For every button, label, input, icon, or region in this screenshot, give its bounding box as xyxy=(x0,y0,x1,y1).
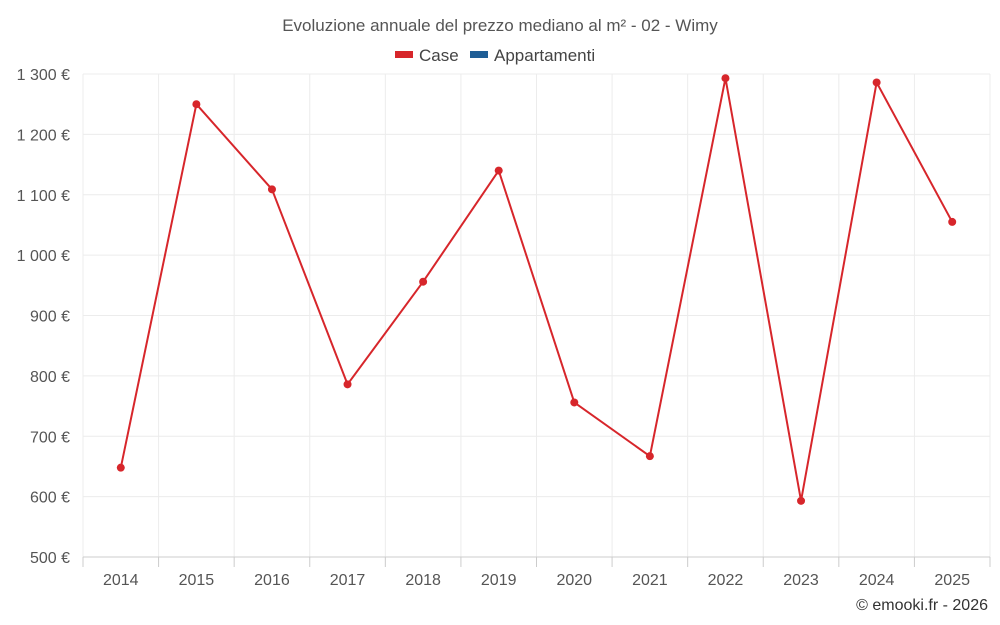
y-tick-label: 1 000 € xyxy=(17,248,70,265)
data-point-2017 xyxy=(343,380,352,389)
legend-item-case: Case xyxy=(395,46,459,65)
x-tick-label: 2024 xyxy=(859,572,895,589)
x-axis-ticks xyxy=(82,557,991,567)
y-tick-label: 600 € xyxy=(30,490,70,507)
x-tick-label: 2015 xyxy=(179,572,215,589)
y-axis-tick-labels: 500 € 600 € 700 € 800 € 900 € 1 000 € 1 100 € 1… xyxy=(17,67,70,567)
series-line-case xyxy=(119,77,954,502)
x-tick-label: 2019 xyxy=(481,572,517,589)
x-tick-label: 2025 xyxy=(934,572,970,589)
legend-label: Appartamenti xyxy=(494,46,595,65)
legend-label: Case xyxy=(419,46,459,65)
data-point-2021 xyxy=(645,452,654,461)
legend: Case Appartamenti xyxy=(395,46,595,65)
y-tick-label: 700 € xyxy=(30,429,70,446)
legend-swatch xyxy=(395,51,413,58)
chart-title: Evoluzione annuale del prezzo mediano al… xyxy=(282,16,718,35)
x-tick-label: 2023 xyxy=(783,572,819,589)
data-point-2025 xyxy=(948,217,957,226)
credit-text: © emooki.fr - 2026 xyxy=(856,597,988,614)
x-tick-label: 2021 xyxy=(632,572,668,589)
data-point-2016 xyxy=(267,185,276,194)
data-point-2024 xyxy=(872,78,881,87)
x-tick-label: 2018 xyxy=(405,572,441,589)
y-tick-label: 1 200 € xyxy=(17,127,70,144)
y-tick-label: 800 € xyxy=(30,369,70,386)
legend-swatch xyxy=(470,51,488,58)
data-point-2022 xyxy=(721,74,730,83)
x-tick-label: 2014 xyxy=(103,572,139,589)
y-tick-label: 900 € xyxy=(30,309,70,326)
x-tick-label: 2020 xyxy=(556,572,592,589)
data-point-2019 xyxy=(494,166,503,175)
x-tick-label: 2016 xyxy=(254,572,290,589)
x-axis-tick-labels: 2014 2015 2016 2017 2018 2019 2020 2021 2022 2023… xyxy=(103,572,970,589)
y-tick-label: 500 € xyxy=(30,550,70,567)
data-point-2015 xyxy=(192,100,201,109)
series-layer xyxy=(116,74,957,505)
y-tick-label: 1 300 € xyxy=(17,67,70,84)
data-point-2018 xyxy=(419,277,428,286)
data-point-2023 xyxy=(797,496,806,505)
x-tick-label: 2022 xyxy=(708,572,744,589)
data-point-2014 xyxy=(116,463,125,472)
y-tick-label: 1 100 € xyxy=(17,188,70,205)
y-gridlines xyxy=(83,73,990,498)
legend-item-appartamenti: Appartamenti xyxy=(470,46,595,65)
x-tick-label: 2017 xyxy=(330,572,366,589)
data-point-2020 xyxy=(570,398,579,407)
